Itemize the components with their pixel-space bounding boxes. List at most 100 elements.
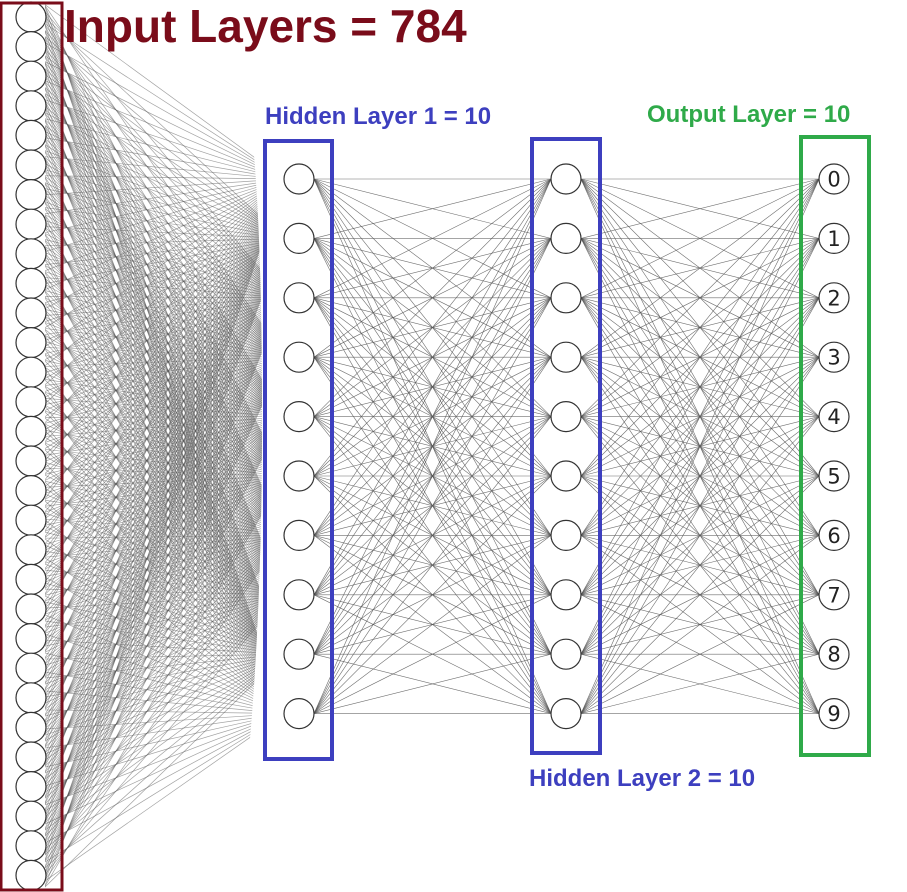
input-edge [45, 372, 262, 477]
input-edge [45, 475, 262, 603]
input-edge [45, 475, 262, 831]
input-edge [45, 92, 262, 595]
input-edge [45, 238, 262, 342]
input-edge [45, 296, 262, 299]
input-edge [45, 188, 262, 239]
input-edge [45, 35, 262, 417]
input-edge [45, 238, 262, 323]
input-edge [45, 238, 262, 857]
hidden-edge [313, 178, 552, 595]
input-edge [45, 48, 262, 477]
input-edge [45, 22, 262, 180]
input-edge [45, 297, 262, 355]
input-edge [45, 356, 262, 367]
output-node [818, 401, 850, 433]
input-edge [45, 178, 262, 386]
input-node [15, 563, 47, 596]
input-edge [45, 245, 262, 595]
output-digit-label: 4 [827, 405, 840, 429]
input-edge [45, 475, 262, 850]
input-edge [45, 416, 262, 819]
input-node [15, 770, 47, 803]
input-edge [45, 653, 262, 812]
input-edge [45, 535, 262, 692]
hidden-edge [313, 297, 552, 714]
input-edge [45, 416, 262, 857]
input-edge [45, 54, 262, 239]
input-edge [45, 86, 262, 477]
input-edge [45, 60, 262, 180]
output-edge [580, 178, 820, 595]
input-edge [45, 416, 262, 876]
hidden-layer-1-box [263, 139, 334, 761]
input-edge [45, 3, 262, 180]
output-digit-label: 6 [827, 524, 840, 548]
input-edge [45, 535, 262, 615]
input-edge [45, 327, 262, 358]
input-edge [45, 347, 262, 536]
input-edge [45, 213, 262, 358]
input-edge [45, 535, 262, 768]
input-edge [45, 188, 262, 417]
hidden1-node [283, 163, 315, 195]
input-node [15, 652, 47, 684]
input-edge [45, 150, 262, 417]
hidden-edge [313, 178, 552, 299]
input-edge [45, 105, 262, 477]
input-edge [45, 73, 262, 595]
input-edge [45, 357, 262, 844]
input-edge [45, 535, 262, 882]
input-edge [45, 16, 262, 417]
input-edge [45, 264, 262, 417]
input-edge [45, 124, 262, 655]
input-edge [45, 238, 262, 876]
input-node [15, 830, 47, 862]
input-edge [45, 475, 262, 774]
input-edge [45, 178, 262, 844]
input-edge [45, 105, 262, 299]
input-edge [45, 60, 262, 358]
output-node [818, 519, 850, 552]
hidden-edge [313, 178, 552, 477]
input-edge [45, 118, 262, 180]
input-layer-label: Input Layers = 784 [64, 0, 467, 52]
input-edge [45, 169, 262, 239]
input-edge [45, 156, 262, 358]
input-edge [45, 297, 262, 717]
input-edge [45, 297, 262, 316]
input-edge [45, 297, 262, 755]
input-edge [45, 226, 262, 239]
input-edge [45, 99, 262, 180]
input-edge [45, 238, 262, 781]
input-edge [45, 150, 262, 595]
input-edge [45, 357, 262, 806]
hidden1-node [283, 222, 315, 254]
input-node [15, 267, 47, 299]
input-node [15, 593, 47, 625]
input-edge [45, 143, 262, 655]
output-edge [580, 178, 820, 477]
input-edge [45, 238, 262, 609]
input-edge [45, 416, 262, 666]
input-edge [45, 535, 262, 787]
input-edge [45, 178, 262, 730]
input-edge [45, 137, 262, 536]
output-digit-label: 2 [827, 286, 840, 310]
input-edge [45, 594, 262, 857]
input-node [15, 622, 47, 655]
input-edge [45, 201, 262, 655]
hidden-edge [313, 178, 552, 536]
input-node [15, 60, 47, 92]
input-edge [45, 188, 262, 595]
input-edge [45, 480, 262, 536]
output-node [818, 460, 850, 492]
input-edge [45, 175, 262, 358]
input-edge [45, 178, 262, 367]
input-edge [45, 178, 262, 253]
output-node [818, 579, 850, 611]
hidden2-node [550, 460, 582, 492]
input-edge [45, 357, 262, 730]
input-edge [45, 178, 262, 444]
input-edge [45, 143, 262, 299]
